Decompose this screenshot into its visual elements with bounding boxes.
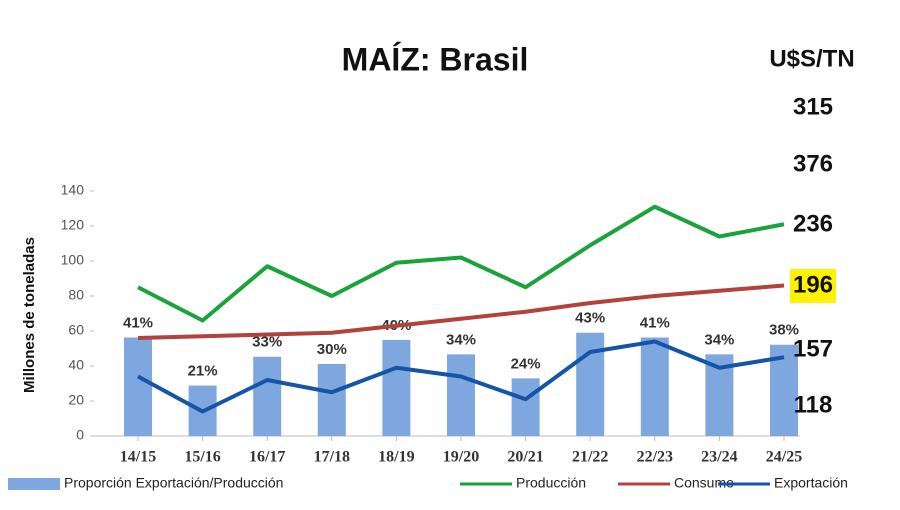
y-tick-label: 0	[76, 427, 84, 443]
x-tick-label: 24/25	[766, 449, 802, 466]
bar	[317, 363, 346, 436]
data-label: 21%	[188, 363, 218, 380]
x-tick-label: 23/24	[701, 449, 737, 466]
right-label: 196	[793, 271, 833, 298]
line	[137, 283, 785, 340]
right-label: 118	[794, 391, 833, 418]
legend-label: Consumo	[674, 475, 734, 491]
data-label: 24%	[511, 355, 541, 372]
right-label: 315	[793, 93, 833, 120]
legend-swatch	[8, 478, 60, 490]
x-tick-label: 19/20	[443, 449, 479, 466]
y-tick-label: 120	[61, 217, 85, 233]
chart-title: MAÍZ: Brasil	[342, 41, 529, 77]
highlight	[790, 269, 836, 303]
data-label: 43%	[575, 310, 605, 327]
bar	[253, 356, 282, 436]
y-tick-label: 140	[61, 182, 85, 198]
legend-label: Producción	[516, 475, 586, 491]
bar	[124, 337, 152, 436]
y-tick-label: 100	[61, 252, 85, 268]
x-tick-label: 15/16	[184, 449, 220, 466]
data-label: 30%	[317, 341, 347, 358]
line	[137, 339, 785, 414]
x-tick-label: 20/21	[507, 449, 543, 466]
y-tick-label: 60	[68, 322, 84, 338]
data-label: 34%	[446, 331, 476, 348]
right-label: 376	[793, 150, 833, 177]
y-axis-title: Millones de toneladas	[21, 237, 38, 393]
legend-label: Proporción Exportación/Producción	[64, 475, 283, 491]
bar	[447, 354, 475, 436]
x-tick-label: 16/17	[249, 449, 285, 466]
data-label: 41%	[640, 314, 670, 331]
x-tick-label: 21/22	[572, 449, 608, 466]
line	[137, 204, 785, 323]
x-tick-label: 22/23	[637, 449, 673, 466]
bar	[382, 339, 411, 436]
data-label: 33%	[252, 334, 282, 351]
data-label: 41%	[123, 314, 153, 331]
x-tick-label: 18/19	[378, 449, 414, 466]
bar	[511, 378, 540, 436]
right-label: 236	[793, 210, 833, 237]
bar	[640, 337, 669, 436]
data-label: 34%	[704, 331, 734, 348]
legend-label: Exportación	[774, 475, 848, 491]
right-axis-title: U$S/TN	[769, 45, 854, 72]
y-tick-label: 20	[68, 392, 84, 408]
x-tick-label: 17/18	[314, 449, 350, 466]
y-tick-label: 80	[68, 287, 84, 303]
y-tick-label: 40	[68, 357, 84, 373]
data-label: 38%	[769, 322, 799, 339]
right-label: 157	[793, 335, 833, 362]
x-tick-label: 14/15	[120, 449, 156, 466]
bar	[576, 332, 605, 436]
